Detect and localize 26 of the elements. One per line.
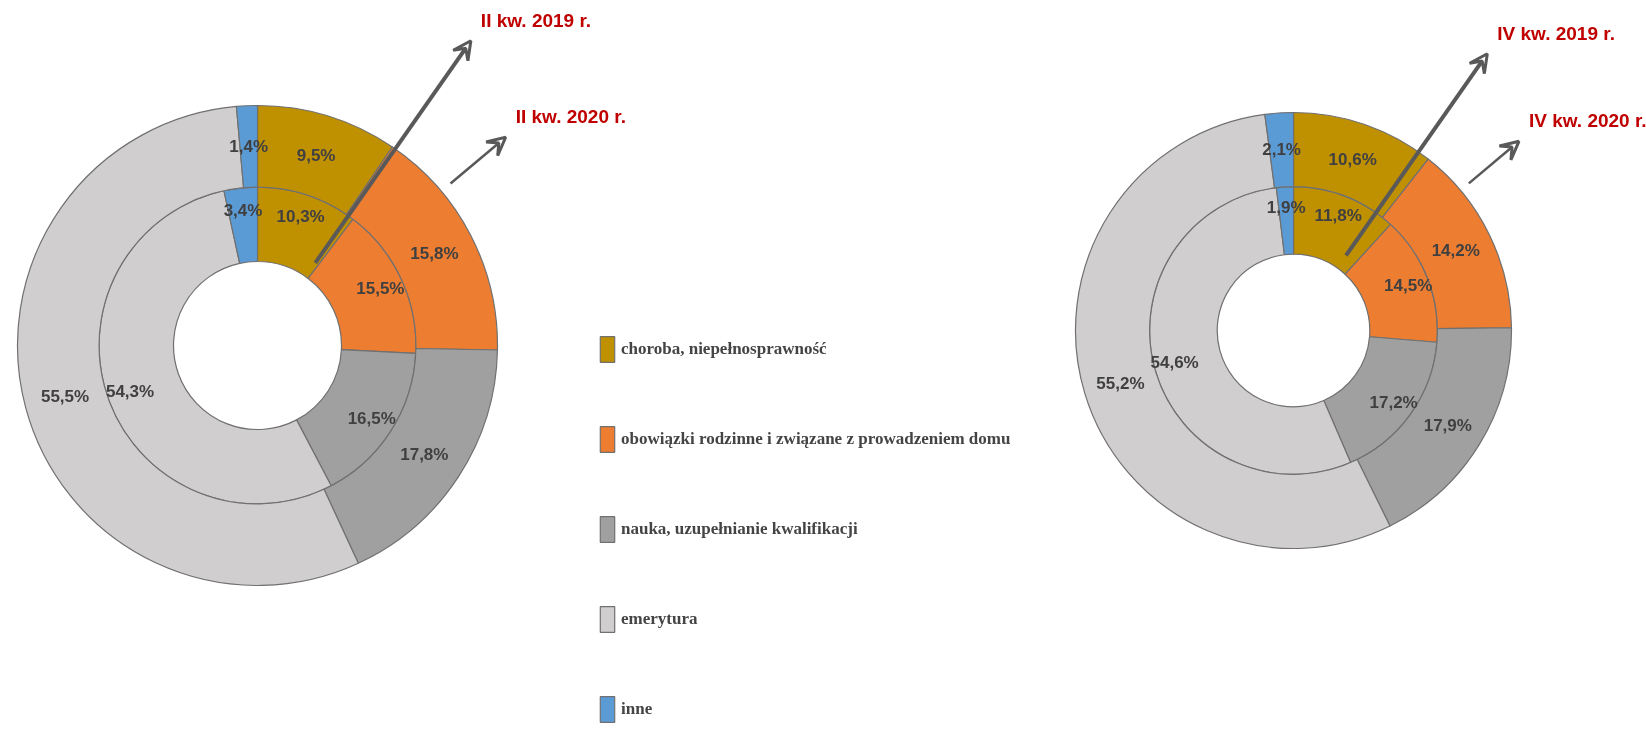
data-label: 1,4%: [229, 136, 269, 156]
data-label: 55,5%: [40, 387, 90, 407]
data-label: 54,6%: [1150, 353, 1199, 373]
data-label: 55,2%: [1096, 373, 1145, 393]
legend-label: emerytura: [621, 609, 698, 629]
data-label: 17,8%: [400, 444, 449, 464]
legend-label: obowiązki rodzinne i związane z prowadzeniem domu: [621, 429, 1011, 449]
data-label: 15,5%: [356, 278, 405, 298]
slice-label: II kw. 2019 r.: [480, 9, 592, 31]
data-label: 9,5%: [296, 145, 336, 165]
data-label: 54,3%: [105, 382, 155, 402]
legend-label: nauka, uzupełnianie kwalifikacji: [621, 519, 858, 539]
data-label: 16,5%: [347, 409, 396, 429]
data-label: 10,3%: [276, 207, 325, 227]
data-label: 1,9%: [1266, 198, 1306, 218]
data-label: 15,8%: [410, 244, 459, 264]
legend-label: choroba, niepełnosprawność: [621, 339, 827, 359]
data-label: 11,8%: [1314, 206, 1362, 226]
data-label: 17,2%: [1369, 392, 1418, 412]
data-label: 10,6%: [1328, 150, 1377, 169]
slice-label: IV kw. 2020 r.: [1528, 110, 1646, 132]
legend-label: inne: [621, 699, 653, 719]
slice-label: II kw. 2020 r.: [515, 106, 626, 128]
slice-label: IV kw. 2019 r.: [1497, 22, 1615, 44]
data-label: 17,9%: [1423, 415, 1472, 435]
data-label: 14,2%: [1431, 240, 1480, 260]
